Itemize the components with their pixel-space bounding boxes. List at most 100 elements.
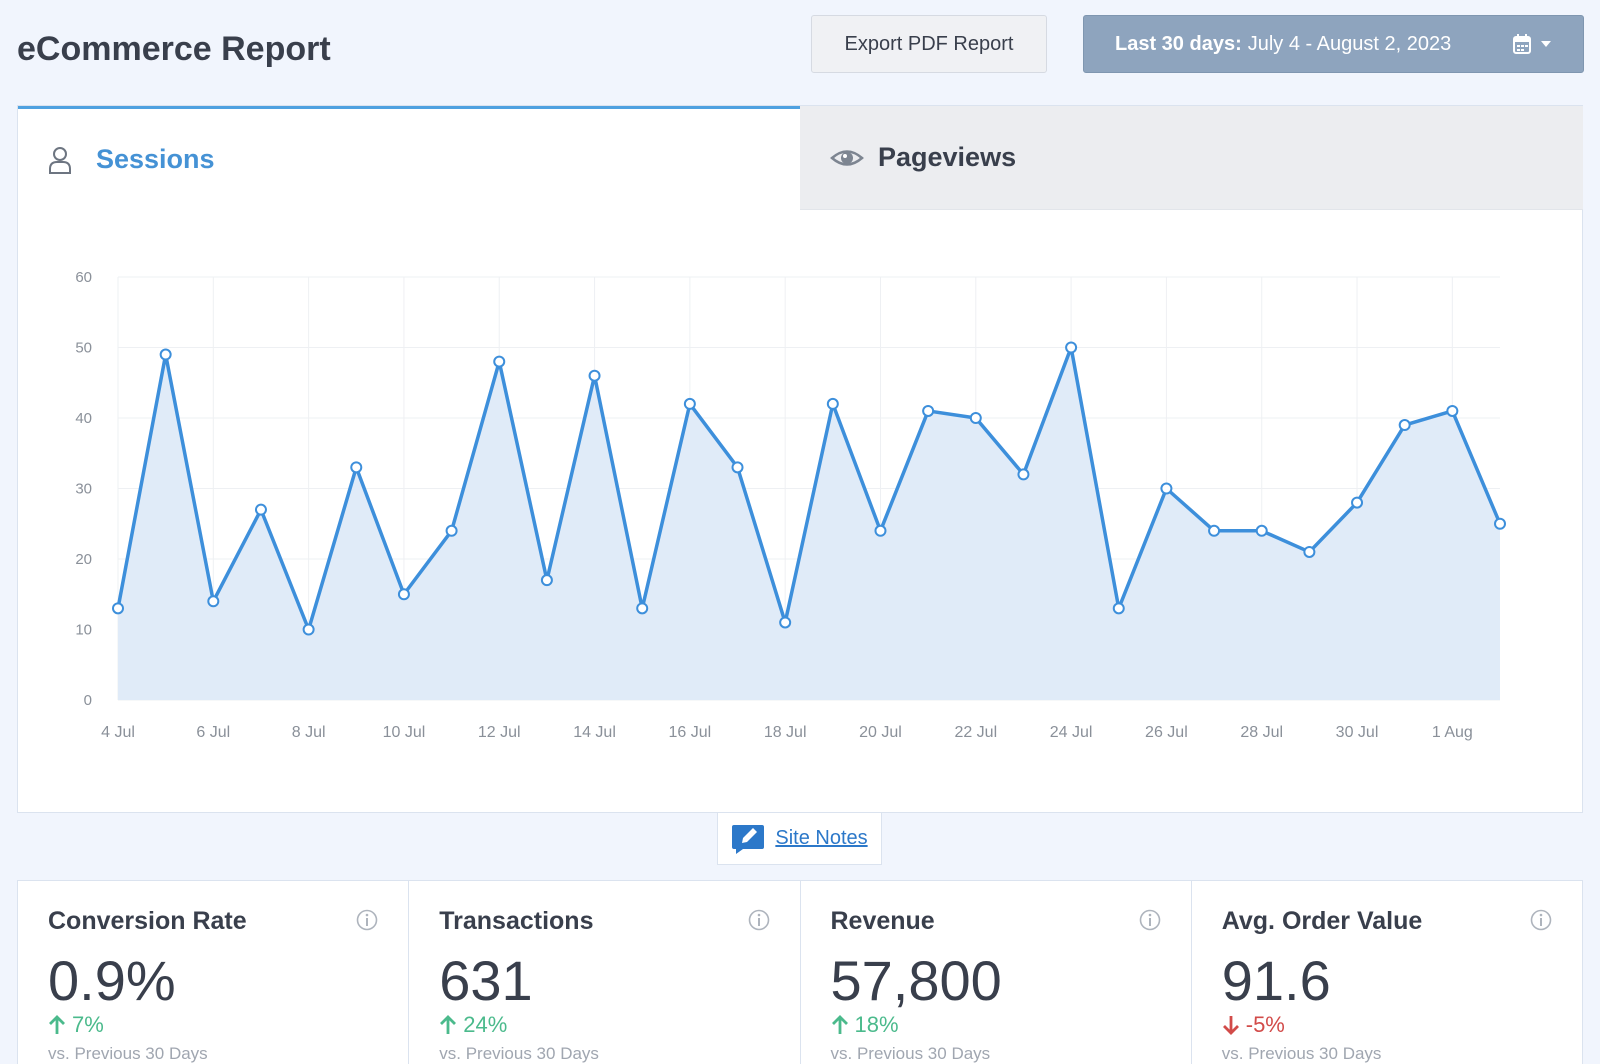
- arrow-down-icon: [1222, 1016, 1239, 1035]
- data-point: [922, 404, 935, 417]
- y-tick-label: 30: [75, 481, 92, 498]
- data-point: [1065, 341, 1078, 354]
- page-title: eCommerce Report: [17, 30, 331, 68]
- y-tick-label: 20: [75, 551, 92, 568]
- stat-value: 91.6: [1221, 949, 1331, 1012]
- x-tick-label: 20 Jul: [859, 724, 902, 741]
- stat-comparison: vs. Previous 30 Days: [830, 1044, 991, 1063]
- data-point: [874, 524, 887, 537]
- stat-delta: 7%: [48, 1012, 408, 1038]
- data-point: [445, 524, 458, 537]
- data-point: [207, 595, 220, 608]
- x-tick-label: 18 Jul: [764, 724, 807, 741]
- x-tick-label: 16 Jul: [669, 724, 712, 741]
- data-point: [1255, 524, 1268, 537]
- sessions-line-chart: 0 10 20 30 40 50 60 4 Jul 6 Jul 8 Jul 10 Jul 12 Jul…: [75, 269, 1506, 741]
- data-point: [350, 461, 363, 474]
- eye-icon: [830, 149, 864, 166]
- tab-pageviews[interactable]: Pageviews: [800, 106, 1583, 210]
- tab-sessions-label: Sessions: [96, 144, 215, 174]
- stat-comparison: vs. Previous 30 Days: [439, 1044, 599, 1063]
- stat-comparison: vs. Previous 30 Days: [48, 1044, 208, 1063]
- arrow-up-icon: [831, 1015, 848, 1034]
- x-tick-label: 26 Jul: [1145, 724, 1188, 741]
- user-icon: [49, 146, 71, 174]
- data-point: [397, 588, 410, 601]
- x-tick-label: 30 Jul: [1336, 724, 1379, 741]
- data-point: [1446, 404, 1459, 417]
- x-tick-label: 24 Jul: [1050, 724, 1093, 741]
- pencil-note-icon: [732, 824, 765, 854]
- x-tick-label: 1 Aug: [1432, 724, 1473, 741]
- stat-label: Conversion Rate: [48, 907, 247, 935]
- y-tick-label: 0: [84, 692, 92, 709]
- data-point: [540, 574, 553, 587]
- date-range-prefix: Last 30 days:: [1115, 32, 1242, 55]
- arrow-up-icon: [440, 1015, 457, 1034]
- data-point: [683, 397, 696, 410]
- x-tick-label: 22 Jul: [954, 724, 997, 741]
- info-icon[interactable]: [1530, 909, 1552, 931]
- stat-value: 631: [439, 949, 533, 1012]
- y-tick-label: 60: [75, 269, 92, 286]
- data-point: [1303, 545, 1316, 558]
- stat-delta: 24%: [439, 1012, 799, 1038]
- data-point: [493, 355, 506, 368]
- chevron-down-icon: [1541, 41, 1551, 47]
- stats-panel: Conversion Rate 0.9% 7% vs. Previous 30 …: [17, 880, 1583, 1064]
- data-point: [1208, 524, 1221, 537]
- arrow-up-icon: [49, 1015, 65, 1034]
- data-point: [254, 503, 267, 516]
- stat-delta-value: 18%: [854, 1012, 899, 1037]
- y-tick-label: 40: [75, 410, 92, 427]
- site-notes-button[interactable]: Site Notes: [717, 812, 882, 865]
- stat-delta-value: 24%: [463, 1012, 508, 1037]
- data-point: [826, 397, 839, 410]
- stat-revenue: Revenue 57,800 18% vs. Previous 30 Days: [801, 881, 1192, 1064]
- data-point: [636, 602, 649, 615]
- data-point: [1112, 602, 1125, 615]
- data-point: [969, 412, 982, 424]
- stat-comparison: vs. Previous 30 Days: [1221, 1044, 1382, 1063]
- stat-delta: -5%: [1222, 1012, 1582, 1038]
- info-icon[interactable]: [356, 909, 378, 931]
- x-tick-label: 6 Jul: [196, 724, 230, 741]
- x-tick-label: 12 Jul: [478, 724, 521, 741]
- stat-value: 57,800: [830, 949, 1002, 1012]
- stat-label: Revenue: [830, 907, 935, 935]
- stat-delta: 18%: [831, 1012, 1191, 1038]
- date-range-button[interactable]: Last 30 days: July 4 - August 2, 2023: [1083, 15, 1584, 73]
- stat-label: Avg. Order Value: [1221, 907, 1423, 935]
- data-point: [588, 369, 601, 382]
- sessions-area: [118, 347, 1500, 700]
- data-point: [1351, 496, 1364, 509]
- data-point: [302, 623, 315, 636]
- stat-avg-order-value: Avg. Order Value 91.6 -5% vs. Previous 3…: [1192, 881, 1582, 1064]
- data-point: [731, 461, 744, 474]
- tab-pageviews-label: Pageviews: [878, 142, 1017, 172]
- date-range-value: July 4 - August 2, 2023: [1247, 32, 1452, 55]
- data-point: [1494, 517, 1506, 530]
- stat-label: Transactions: [439, 907, 594, 935]
- tab-sessions[interactable]: Sessions: [18, 106, 800, 210]
- x-tick-label: 28 Jul: [1240, 724, 1283, 741]
- x-tick-label: 8 Jul: [292, 724, 326, 741]
- data-point: [1398, 419, 1411, 432]
- info-icon[interactable]: [1139, 909, 1161, 931]
- data-point: [1160, 482, 1173, 495]
- sessions-line: [116, 345, 1502, 632]
- x-tick-label: 10 Jul: [383, 724, 426, 741]
- export-pdf-button[interactable]: Export PDF Report: [811, 15, 1047, 73]
- stat-transactions: Transactions 631 24% vs. Previous 30 Day…: [409, 881, 801, 1064]
- y-tick-label: 50: [75, 340, 92, 357]
- data-point: [159, 348, 172, 361]
- data-point: [1017, 468, 1030, 481]
- stat-delta-value: -5%: [1245, 1012, 1285, 1037]
- chart-panel: Sessions Pageviews 0 10 20 30 40 50 60 4 Jul 6 J…: [17, 105, 1583, 813]
- y-tick-label: 10: [75, 622, 92, 639]
- stat-delta-value: 7%: [72, 1012, 104, 1037]
- stat-conversion-rate: Conversion Rate 0.9% 7% vs. Previous 30 …: [18, 881, 410, 1064]
- info-icon[interactable]: [748, 909, 770, 931]
- site-notes-label: Site Notes: [775, 827, 868, 849]
- stat-value: 0.9%: [48, 949, 176, 1012]
